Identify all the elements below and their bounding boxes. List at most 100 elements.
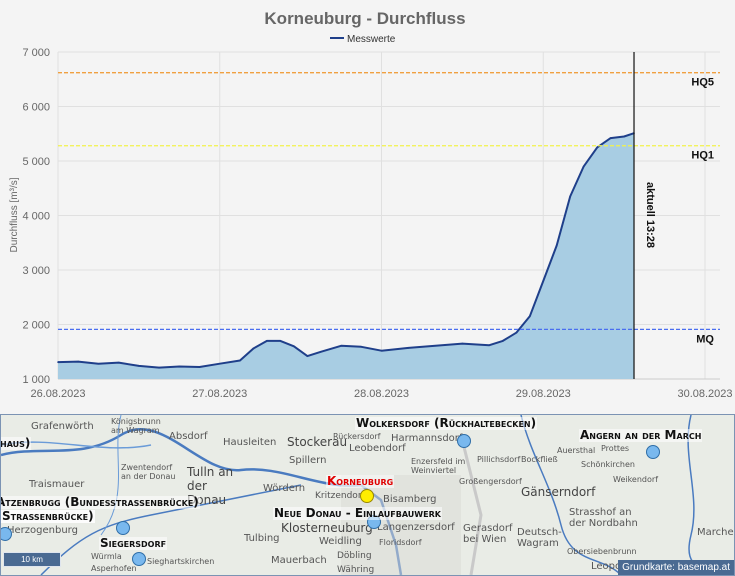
data-point [320, 350, 322, 353]
data-point [279, 340, 282, 342]
station-label-edge-top[interactable]: haus) [0, 436, 32, 450]
place-label: Pillichsdorf [477, 455, 521, 464]
place-label: Kritzendorf [315, 491, 365, 501]
data-point [340, 344, 342, 347]
station-label-angern[interactable]: Angern an der March [579, 428, 703, 442]
data-point [266, 340, 268, 342]
station-label-korneuburg[interactable]: Korneuburg [326, 474, 395, 488]
place-label: Bockfließ [521, 455, 558, 464]
y-tick-label: 6 000 [22, 102, 50, 114]
place-label: Herzogenburg [7, 525, 78, 536]
current-time-label: aktuell 13:28 [644, 182, 656, 248]
data-point [609, 137, 612, 139]
legend-messwerte[interactable]: Messwerte [330, 34, 396, 45]
place-label: Marchegg [697, 527, 734, 538]
place-label: Obersiebenbrunn [567, 547, 637, 556]
series-area [58, 133, 635, 379]
data-point [158, 366, 160, 369]
station-label-atzenbrugg[interactable]: Atzenbrugg (Bundesstrassenbrücke) [1, 496, 200, 509]
station-label-edge-bottom[interactable]: Strassenbrücke) [1, 509, 95, 523]
place-label: Stockerau [287, 435, 348, 449]
place-label: Harmannsdorf [391, 433, 463, 444]
station-label-siegersdorf[interactable]: Siegersdorf [99, 536, 168, 550]
place-label: Spillern [289, 455, 327, 466]
map-scale-bar: 10 km [3, 552, 61, 567]
place-label: Mauerbach [271, 555, 327, 566]
y-axis-label: Durchfluss [m³/s] [9, 177, 20, 252]
station-marker-siegersdorf[interactable] [132, 552, 146, 566]
data-point [488, 344, 491, 347]
data-point [57, 361, 59, 363]
place-label: Zwentendorf an der Donau [121, 463, 176, 481]
y-tick-label: 5 000 [22, 156, 50, 168]
data-point [461, 342, 464, 345]
y-tick-label: 2 000 [22, 320, 50, 332]
data-point [555, 244, 558, 247]
place-label: Floridsdorf [379, 538, 422, 547]
place-label: Wördern [263, 483, 306, 494]
station-label-neue-donau[interactable]: Neue Donau - Einlaufbauwerk [273, 506, 442, 520]
x-tick-label: 26.08.2023 [30, 388, 85, 400]
series-line [57, 132, 635, 369]
map-attribution[interactable]: Grundkarte: basemap.at [618, 560, 734, 575]
place-label: Gänserndorf [521, 485, 596, 499]
y-tick-label: 4 000 [22, 211, 50, 223]
data-point [97, 362, 100, 365]
place-label: Asperhofen [91, 564, 137, 573]
station-marker-edge[interactable] [1, 527, 12, 541]
data-point [434, 344, 437, 347]
y-tick-label: 7 000 [22, 47, 50, 59]
place-label: Deutsch-Wagram [517, 527, 562, 549]
station-marker-angern[interactable] [646, 445, 660, 459]
place-label: Leobendorf [349, 443, 406, 454]
data-point [582, 165, 585, 168]
data-point [218, 362, 221, 365]
data-point [293, 345, 295, 348]
place-label: Tulbing [244, 533, 280, 544]
data-point [198, 366, 201, 368]
place-label: Währing [337, 565, 375, 575]
legend-label: Messwerte [347, 34, 396, 45]
place-label: Döbling [337, 551, 372, 561]
chart-title: Korneuburg - Durchfluss [264, 9, 465, 28]
data-point [117, 361, 120, 364]
ref-label-hq1: HQ1 [691, 150, 714, 162]
station-marker-wolkersdorf[interactable] [457, 434, 471, 448]
station-label-wolkersdorf[interactable]: Wolkersdorf (Rückhaltebecken) [355, 416, 538, 430]
place-label: Sieghartskirchen [147, 557, 215, 566]
data-point [360, 346, 363, 348]
data-point [515, 331, 518, 334]
place-label: Gerasdorf bei Wien [463, 523, 513, 545]
x-tick-label: 29.08.2023 [516, 388, 571, 400]
data-point [502, 340, 504, 342]
y-tick-label: 3 000 [22, 265, 50, 277]
data-point [252, 347, 255, 350]
place-label: Rückersdorf [333, 432, 381, 441]
place-label: Königsbrunn am Wagram [111, 417, 161, 435]
data-point [178, 365, 181, 368]
place-label: Großengersdorf [459, 477, 522, 486]
place-label: Grafenwörth [31, 421, 94, 432]
data-point [569, 195, 572, 198]
place-label: Traismauer [29, 479, 85, 490]
data-point [623, 135, 625, 138]
station-marker-korneuburg[interactable] [360, 489, 374, 503]
data-point [239, 359, 241, 362]
data-point [407, 347, 410, 349]
place-label: Klosterneuburg [281, 521, 373, 535]
data-point [77, 360, 80, 363]
place-label: Würmla [91, 552, 122, 561]
place-label: Hausleiten [223, 437, 277, 448]
place-label: Schönkirchen [581, 460, 635, 469]
data-point [528, 315, 531, 318]
place-label: Auersthal [557, 446, 596, 455]
place-label: Weidling [319, 536, 362, 547]
place-label: Weikendorf [613, 475, 659, 484]
place-label: Enzersfeld im Weinviertel [411, 457, 466, 475]
x-tick-label: 28.08.2023 [354, 388, 409, 400]
station-map[interactable]: Grafenwörth Königsbrunn am Wagram Absdor… [0, 414, 735, 576]
x-tick-label: 30.08.2023 [677, 388, 732, 400]
station-marker-atzenbrugg[interactable] [116, 521, 130, 535]
ref-label-mq: MQ [696, 333, 714, 345]
attribution-text: Grundkarte: basemap.at [622, 562, 730, 573]
